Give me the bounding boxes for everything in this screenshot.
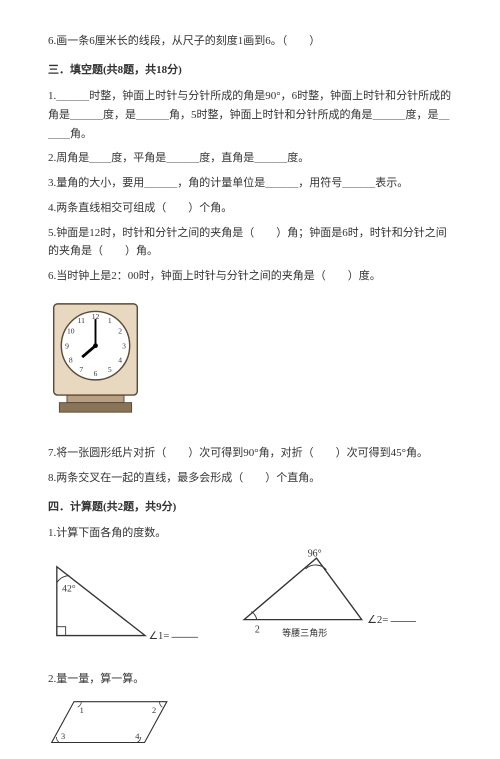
- fig1-arc: [57, 576, 69, 583]
- fill-q4: 4.两条直线相交可组成（ ）个角。: [48, 199, 452, 218]
- clock-figure: 12 1 2 3 4 5 6 7 8 9 10 11: [48, 298, 452, 425]
- fig2-triangle: [244, 558, 362, 620]
- clock-num-2: 2: [118, 326, 122, 335]
- fig2-arc-top: [306, 565, 327, 570]
- fig2-angle2: 2: [255, 624, 260, 635]
- fill-q7: 7.将一张圆形纸片对折（ ）次可得到90°角，对折（ ）次可得到45°角。: [48, 444, 452, 463]
- fig2-angle-label: 96°: [308, 549, 322, 559]
- fig1-right-angle: [57, 627, 66, 636]
- fill-q3-text: 3.量角的大小，要用＿＿＿，角的计量单位是＿＿＿，用符号＿＿＿表示。: [48, 177, 408, 189]
- judgment-q6: 6.画一条6厘米长的线段，从尺子的刻度1画到6。（ ）: [48, 32, 452, 51]
- section4-title: 四．计算题(共2题，共9分): [48, 498, 452, 517]
- fill-q2: 2.周角是＿＿度，平角是＿＿＿度，直角是＿＿＿度。: [48, 149, 452, 168]
- clock-num-9: 9: [65, 341, 69, 350]
- clock-num-7: 7: [79, 365, 83, 374]
- clock-num-4: 4: [118, 355, 122, 364]
- fig2-wrap: 96° 2 等腰三角形 ∠2=: [226, 549, 416, 652]
- clock-num-1: 1: [108, 315, 112, 324]
- fill-q6: 6.当时钟上是2：00时，钟面上时针与分针之间的夹角是（ ）度。: [48, 267, 452, 286]
- fill-q1: 1.＿＿＿时整，钟面上时针与分针所成的角是90°，6时整，钟面上时针和分针所成的…: [48, 87, 452, 143]
- fig1-angle-label: 42°: [62, 583, 76, 594]
- para-arc3: [56, 737, 59, 743]
- clock-num-3: 3: [122, 341, 126, 350]
- para-label-2: 2: [152, 706, 156, 715]
- fill-q3: 3.量角的大小，要用＿＿＿，角的计量单位是＿＿＿，用符号＿＿＿表示。: [48, 174, 452, 193]
- para-label-4: 4: [135, 732, 140, 741]
- fig1-triangle: [57, 567, 145, 636]
- fig1-wrap: 42° ∠1=: [48, 559, 198, 652]
- clock-num-10: 10: [67, 326, 75, 335]
- fig1-svg: 42° ∠1=: [48, 559, 198, 645]
- fill-q7-text: 7.将一张圆形纸片对折（ ）次可得到90°角，对折（ ）次可得到45°角。: [48, 447, 428, 459]
- fig2-answer-label: ∠2=: [367, 614, 388, 626]
- clock-num-5: 5: [108, 365, 112, 374]
- calc-q2: 2.量一量，算一算。: [48, 670, 452, 689]
- fill-q6-text: 6.当时钟上是2：00时，钟面上时针与分针之间的夹角是（ ）度。: [48, 270, 381, 282]
- parallelogram-shape: [52, 702, 167, 743]
- fill-q2-text: 2.周角是＿＿度，平角是＿＿＿度，直角是＿＿＿度。: [48, 152, 309, 164]
- fig2-svg: 96° 2 等腰三角形 ∠2=: [226, 549, 416, 645]
- clock-num-11: 11: [78, 315, 86, 324]
- clock-base-bot: [59, 402, 131, 412]
- clock-num-6: 6: [94, 369, 98, 378]
- clock-center-dot: [93, 343, 98, 348]
- fill-q5-text: 5.钟面是12时，时针和分针之间的夹角是（ ）角；钟面是6时，时针和分针之间的夹…: [48, 227, 447, 258]
- calc-q1: 1.计算下面各角的度数。: [48, 524, 452, 543]
- judgment-q6-text: 6.画一条6厘米长的线段，从尺子的刻度1画到6。（ ）: [48, 35, 320, 47]
- clock-base-top: [67, 395, 124, 403]
- fill-q4-text: 4.两条直线相交可组成（ ）个角。: [48, 202, 232, 214]
- section3-title: 三．填空题(共8题，共18分): [48, 61, 452, 80]
- para-label-1: 1: [80, 706, 84, 715]
- calc-figures: 42° ∠1= 96° 2 等腰三角形 ∠2=: [48, 549, 452, 652]
- clock-num-8: 8: [69, 355, 73, 364]
- fill-q8-text: 8.两条交叉在一起的直线，最多会形成（ ）个直角。: [48, 472, 320, 484]
- fill-q8: 8.两条交叉在一起的直线，最多会形成（ ）个直角。: [48, 469, 452, 488]
- fill-q5: 5.钟面是12时，时针和分针之间的夹角是（ ）角；钟面是6时，时针和分针之间的夹…: [48, 224, 452, 261]
- parallelogram-figure: 1 2 3 4: [48, 694, 452, 759]
- para-label-3: 3: [61, 732, 65, 741]
- clock-svg: 12 1 2 3 4 5 6 7 8 9 10 11: [48, 298, 143, 418]
- fill-q1-text: 1.＿＿＿时整，钟面上时针与分针所成的角是90°，6时整，钟面上时针和分针所成的…: [48, 90, 451, 139]
- fig1-answer-label: ∠1=: [149, 630, 170, 642]
- parallelogram-svg: 1 2 3 4: [48, 694, 178, 752]
- fig2-caption: 等腰三角形: [282, 627, 327, 638]
